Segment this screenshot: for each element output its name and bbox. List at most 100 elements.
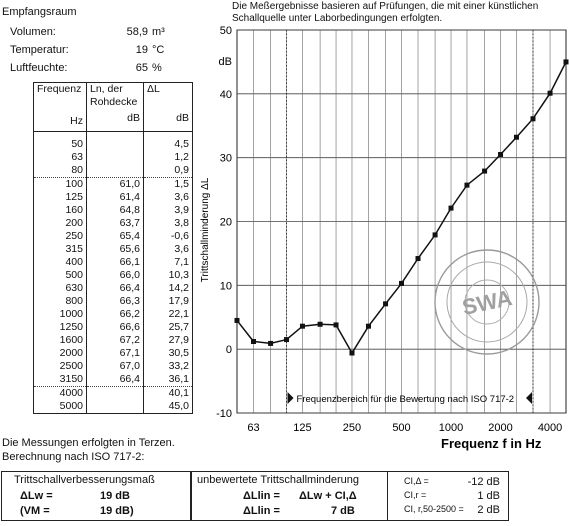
- table-row: 2500 67,0 33,2: [33, 360, 193, 373]
- table-cell: 66,2: [86, 308, 144, 321]
- table-cell: 3,6: [143, 243, 193, 256]
- table-cell: 2000: [33, 347, 87, 360]
- gap-cell: [143, 131, 193, 138]
- table-cell: 61,4: [86, 191, 144, 204]
- data-point: [415, 256, 421, 262]
- table-cell: 50: [33, 138, 87, 151]
- room-unit: °C: [152, 44, 165, 56]
- x-tick-label: 125: [293, 422, 311, 434]
- table-cell: [86, 138, 144, 151]
- room-value: 19: [135, 44, 148, 56]
- table-cell: 66,0: [86, 269, 144, 282]
- data-point: [530, 116, 536, 122]
- table-cell: 315: [33, 243, 87, 256]
- table-row: 3150 66,4 36,1: [33, 373, 193, 387]
- table-cell: 66,1: [86, 256, 144, 269]
- gap-cell: [33, 131, 87, 138]
- table-cell: 65,6: [86, 243, 144, 256]
- measurement-note-line2: Schallquelle unter Laborbedingungen erfo…: [232, 13, 443, 24]
- table-cell: 65,4: [86, 230, 144, 243]
- table-cell: 4,5: [143, 138, 193, 151]
- c-value: 2 dB: [477, 504, 500, 516]
- data-point: [464, 182, 470, 188]
- y-tick-label: 10: [220, 280, 232, 292]
- table-row: 1000 66,2 22,1: [33, 308, 193, 321]
- table-cell: 67,1: [86, 347, 144, 360]
- table-cell: 1250: [33, 321, 87, 334]
- y-unit-label: dB: [219, 56, 232, 68]
- table-cell: 3,8: [143, 217, 193, 230]
- table-cell: 61,0: [86, 177, 144, 191]
- seal-stamp: SWA: [434, 249, 540, 355]
- table-cell: 400: [33, 256, 87, 269]
- table-row: 250 65,4 -0,6: [33, 230, 193, 243]
- table-cell: [86, 400, 144, 414]
- lw-value: 19 dB: [100, 490, 130, 502]
- data-point: [383, 301, 389, 307]
- table-row: 400 66,1 7,1: [33, 256, 193, 269]
- room-value: 65: [135, 62, 148, 74]
- stamp-ring: [464, 279, 510, 325]
- table-cell: 66,4: [86, 282, 144, 295]
- x-tick-label: 4000: [538, 422, 562, 434]
- table-cell: 7,1: [143, 256, 193, 269]
- box-divider: [387, 472, 388, 520]
- c-label: CI, r,50-2500 =: [404, 504, 464, 514]
- table-cell: 5000: [33, 400, 87, 414]
- table-cell: 30,5: [143, 347, 193, 360]
- table-row: 800 66,3 17,9: [33, 295, 193, 308]
- data-point: [563, 59, 569, 65]
- table-cell: 4000: [33, 386, 87, 400]
- x-tick-label: 63: [247, 422, 259, 434]
- table-cell: 800: [33, 295, 87, 308]
- table-cell: 100: [33, 177, 87, 191]
- footer-line2: Berechnung nach ISO 717-2:: [2, 451, 145, 463]
- table-cell: 1,5: [143, 177, 193, 191]
- table-row: 1250 66,6 25,7: [33, 321, 193, 334]
- header-spacer: [33, 96, 87, 109]
- data-point: [498, 151, 504, 157]
- table-cell: 66,6: [86, 321, 144, 334]
- table-cell: [86, 151, 144, 164]
- table-cell: 3,6: [143, 191, 193, 204]
- x-axis-title: Frequenz f in Hz: [441, 436, 542, 451]
- y-tick-label: 20: [220, 217, 232, 229]
- table-cell: 64,8: [86, 204, 144, 217]
- table-row: 50 4,5: [33, 138, 193, 151]
- table-cell: 14,2: [143, 282, 193, 295]
- y-tick-label: 30: [220, 153, 232, 165]
- gap-cell: [86, 131, 144, 138]
- unweighted-result-box: unbewertete Trittschallminderung ΔLlin =…: [190, 471, 509, 521]
- table-cell: 33,2: [143, 360, 193, 373]
- data-point: [268, 340, 274, 346]
- c-label: CI,Δ =: [404, 476, 429, 486]
- lin-label: ΔLlin =: [243, 490, 280, 502]
- table-row: 4000 40,1: [33, 386, 193, 400]
- unit-cell: Hz: [33, 109, 87, 132]
- data-point: [251, 339, 257, 345]
- range-arrow-left: [287, 392, 294, 404]
- room-label: Temperatur:: [10, 44, 69, 56]
- y-tick-label: 50: [220, 25, 232, 37]
- table-row: 315 65,6 3,6: [33, 243, 193, 256]
- table-cell: -0,6: [143, 230, 193, 243]
- room-value: 58,9: [126, 26, 148, 38]
- header-frequency: Frequenz: [33, 82, 87, 96]
- table-row: 1600 67,2 27,9: [33, 334, 193, 347]
- table-row: 100 61,0 1,5: [33, 177, 193, 191]
- measurement-note-line1: Die Meßergebnisse basieren auf Prüfungen…: [232, 1, 539, 12]
- data-point: [234, 317, 240, 323]
- data-point: [432, 232, 438, 238]
- table-cell: 3150: [33, 373, 87, 387]
- table-cell: [86, 164, 144, 178]
- weighted-result-box: Trittschallverbesserungsmaß ΔLw = 19 dB …: [1, 471, 192, 521]
- table-row: 80 0,9: [33, 164, 193, 178]
- data-point: [365, 323, 371, 329]
- table-cell: 45,0: [143, 400, 193, 414]
- table-cell: 67,0: [86, 360, 144, 373]
- table-cell: 1000: [33, 308, 87, 321]
- table-row: 5000 45,0: [33, 400, 193, 414]
- table-cell: 1600: [33, 334, 87, 347]
- y-tick-label: 40: [220, 89, 232, 101]
- table-cell: 2500: [33, 360, 87, 373]
